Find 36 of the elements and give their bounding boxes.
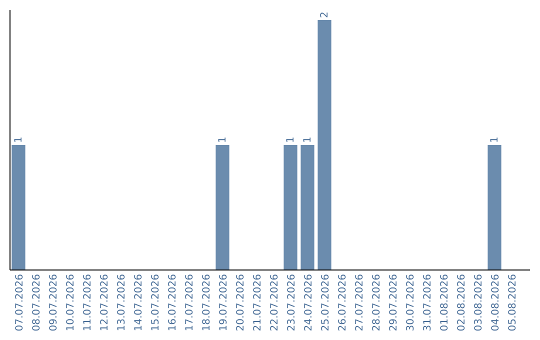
- data-label: 1: [302, 136, 314, 143]
- x-tick-label: 26.07.2026: [338, 274, 348, 332]
- x-tick-label: 23.07.2026: [286, 274, 298, 332]
- x-tick-label: 02.08.2026: [456, 274, 468, 332]
- x-tick-label: 31.07.2026: [422, 274, 434, 332]
- x-tick-label: 25.07.2026: [320, 274, 332, 332]
- x-tick-label: 14.07.2026: [134, 274, 144, 332]
- x-tick-label: 07.07.2026: [14, 274, 26, 332]
- x-tick-label: 18.07.2026: [202, 274, 212, 332]
- x-tick-label: 10.07.2026: [66, 274, 76, 332]
- x-tick-label: 03.08.2026: [474, 274, 484, 332]
- x-tick-label: 01.08.2026: [440, 274, 450, 332]
- data-label: 1: [286, 136, 296, 143]
- x-tick-label: 21.07.2026: [252, 274, 264, 332]
- x-tick-label: 11.07.2026: [82, 274, 94, 332]
- x-tick-label: 17.07.2026: [184, 274, 196, 332]
- x-tick-label: 16.07.2026: [168, 274, 178, 332]
- x-tick-label: 08.07.2026: [32, 274, 42, 332]
- x-tick-label: 13.07.2026: [116, 274, 128, 332]
- data-label: 1: [14, 136, 24, 143]
- x-tick-label: 05.08.2026: [508, 274, 518, 332]
- x-tick-label: 09.07.2026: [48, 274, 60, 332]
- x-tick-label: 22.07.2026: [270, 274, 280, 332]
- x-tick-label: 12.07.2026: [100, 274, 110, 332]
- data-label: 1: [490, 136, 500, 143]
- x-tick-label: 29.07.2026: [388, 274, 400, 332]
- x-tick-label: 24.07.2026: [304, 274, 314, 332]
- x-tick-label: 19.07.2026: [218, 274, 230, 332]
- x-tick-label: 15.07.2026: [150, 274, 162, 332]
- x-tick-label: 28.07.2026: [372, 274, 382, 332]
- data-label: 2: [320, 12, 330, 18]
- x-tick-label: 04.08.2026: [490, 274, 502, 332]
- x-tick-label: 30.07.2026: [406, 274, 416, 332]
- data-label: 1: [218, 136, 228, 143]
- x-tick-label: 20.07.2026: [236, 274, 246, 332]
- x-tick-label: 27.07.2026: [354, 274, 366, 332]
